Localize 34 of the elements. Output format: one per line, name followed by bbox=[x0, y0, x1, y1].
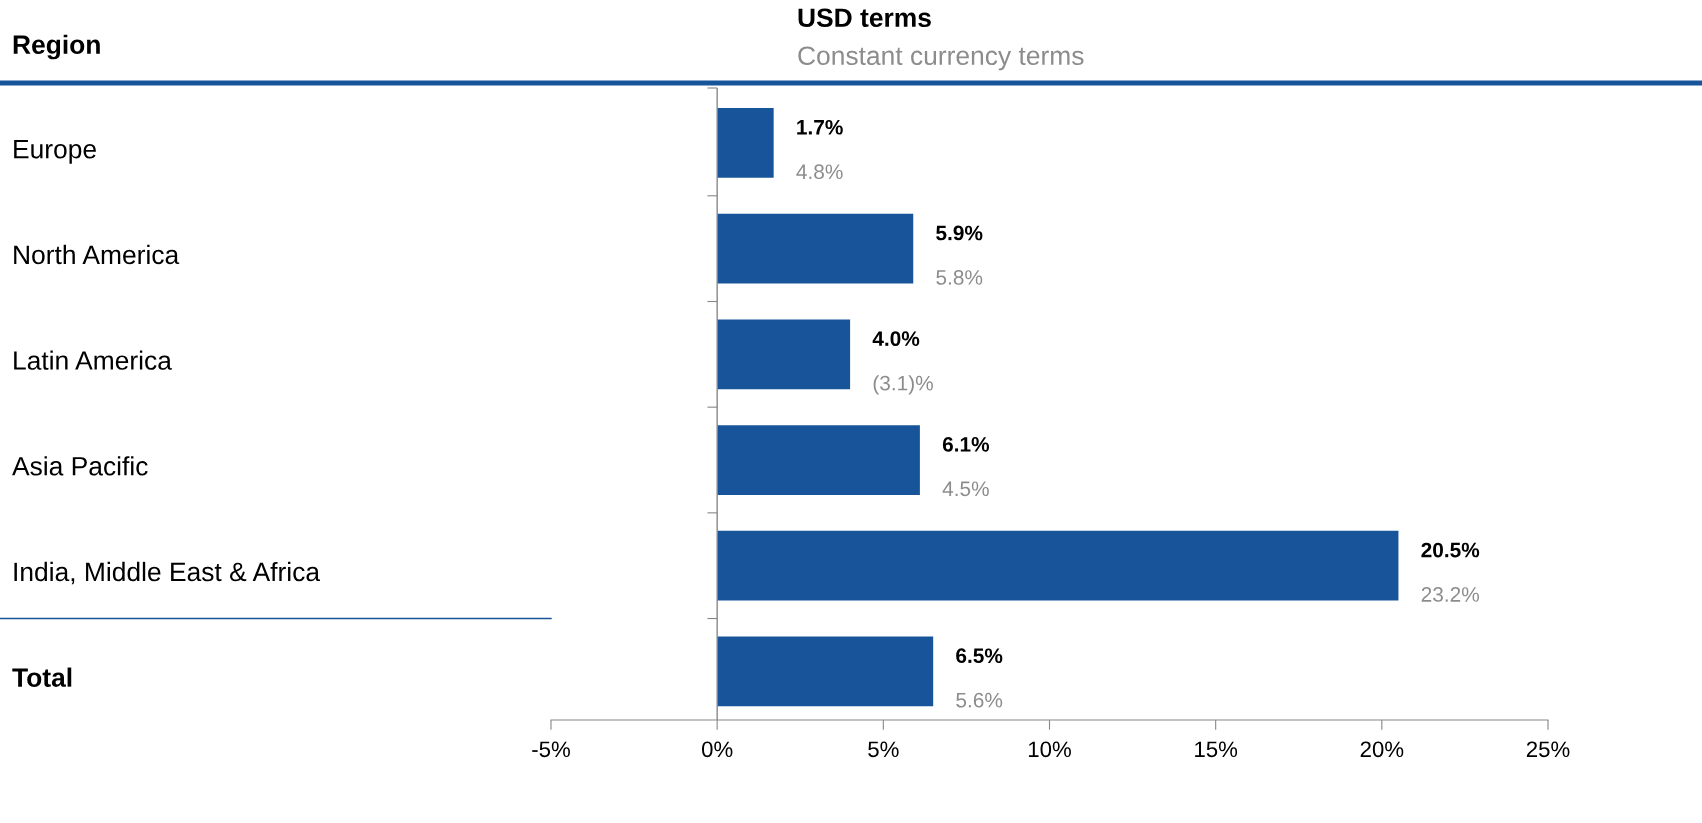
annotation: 5.8% bbox=[936, 270, 983, 285]
bar bbox=[717, 319, 851, 390]
x-tick-label: 0% bbox=[701, 741, 733, 758]
bar bbox=[717, 530, 1399, 601]
x-tick-label: 20% bbox=[1360, 741, 1404, 758]
bar bbox=[717, 636, 934, 707]
annotation: (3.1)% bbox=[873, 375, 933, 395]
y-tick-label: Total bbox=[12, 667, 72, 687]
annotation: 23.2% bbox=[1421, 587, 1479, 602]
data-label: 5.9% bbox=[936, 225, 983, 241]
x-tick-label: -5% bbox=[532, 741, 570, 758]
annotation: 5.6% bbox=[956, 692, 1003, 708]
data-label: 6.1% bbox=[942, 436, 990, 452]
x-tick-label: 5% bbox=[868, 741, 899, 758]
annotation: 4.5% bbox=[942, 481, 989, 497]
y-tick-label: North America bbox=[14, 244, 180, 265]
chart-subtitle: Constant currency terms bbox=[798, 46, 1084, 71]
y-tick-label: Asia Pacific bbox=[12, 456, 148, 476]
bar bbox=[717, 213, 914, 284]
data-label: 6.5% bbox=[956, 648, 1003, 664]
x-tick-label: 10% bbox=[1028, 741, 1071, 758]
x-tick-label: 25% bbox=[1526, 741, 1570, 758]
y-tick-label: Latin America bbox=[14, 350, 172, 370]
annotation: 4.8% bbox=[796, 164, 843, 180]
data-label: 4.0% bbox=[872, 331, 920, 347]
y-axis-title: Region bbox=[13, 34, 100, 60]
y-tick-label: Europe bbox=[14, 140, 96, 164]
data-label: 20.5% bbox=[1421, 542, 1480, 558]
bar bbox=[717, 425, 920, 495]
x-tick-label: 15% bbox=[1195, 741, 1238, 758]
y-tick-label: India, Middle East & Africa bbox=[14, 561, 321, 585]
data-label: 1.7% bbox=[797, 119, 843, 135]
bar bbox=[717, 108, 774, 178]
chart-title: USD terms bbox=[798, 8, 931, 28]
